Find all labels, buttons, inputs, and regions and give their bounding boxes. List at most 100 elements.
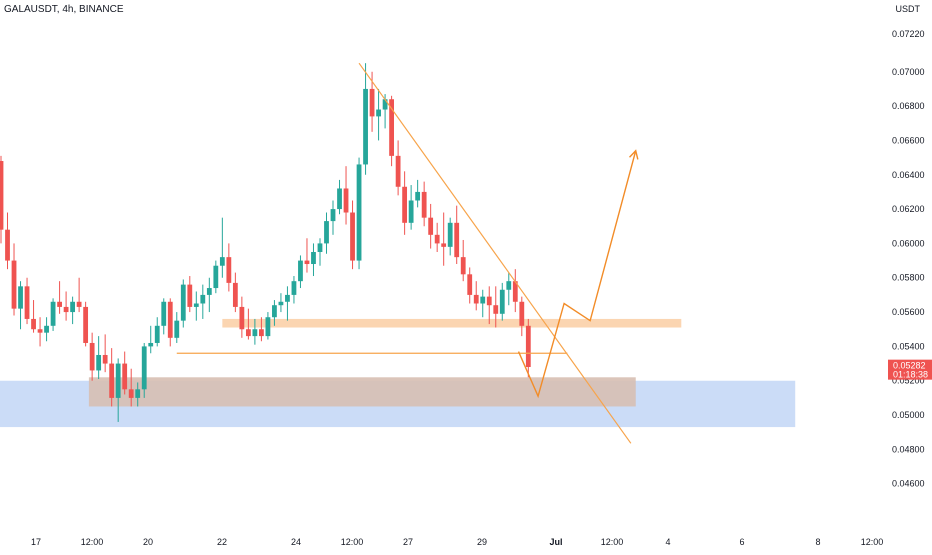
time-tick-label: 8 <box>815 537 820 547</box>
candle-up <box>480 296 486 304</box>
time-tick-label: 17 <box>31 537 41 547</box>
candle-down <box>350 212 355 261</box>
candle-down <box>512 281 518 302</box>
price-tick-label: 0.05000 <box>892 410 925 420</box>
candle-down <box>31 318 36 330</box>
candle-down <box>187 284 193 307</box>
demand-zone <box>88 377 636 407</box>
candle-up <box>298 260 303 282</box>
candle-up <box>154 325 160 343</box>
resistance-zone <box>222 318 682 328</box>
candle-up <box>285 294 290 302</box>
price-tick-label: 0.05600 <box>892 307 925 317</box>
candle-up <box>174 320 180 338</box>
candle-up <box>376 109 381 117</box>
projection-arrowhead <box>629 149 639 160</box>
time-tick-label: 6 <box>739 537 744 547</box>
candle-down <box>109 363 115 398</box>
candle-down <box>421 191 427 218</box>
time-tick-label: 22 <box>217 537 227 547</box>
candle-up <box>356 164 362 261</box>
candle-up <box>213 265 219 289</box>
time-tick-label: 12:00 <box>81 537 104 547</box>
candle-up <box>44 325 49 333</box>
candle-down <box>486 296 492 306</box>
price-tick-label: 0.05200 <box>892 376 925 386</box>
candle-down <box>167 301 173 338</box>
time-tick-label: Jul <box>549 537 562 547</box>
time-tick-label: 12:00 <box>341 537 364 547</box>
candle-up <box>115 363 121 398</box>
candle-down <box>454 222 460 258</box>
candle-down <box>525 325 531 368</box>
price-badge: 0.05282 01:18:38 <box>888 359 932 380</box>
price-tick-label: 0.07000 <box>892 67 925 77</box>
candle-up <box>311 251 316 265</box>
candle-down <box>460 257 466 275</box>
candle-down <box>24 286 30 319</box>
zones-layer <box>0 318 796 428</box>
candle-up <box>206 288 212 295</box>
price-tick-label: 0.06600 <box>892 135 925 145</box>
price-tick-label: 0.07220 <box>892 29 925 39</box>
candle-down <box>57 301 62 307</box>
candle-down <box>259 329 264 337</box>
candle-down <box>232 282 238 307</box>
candle-up <box>382 99 388 110</box>
candle-up <box>193 303 199 307</box>
symbol-title: GALAUSDT, 4h, BINANCE <box>4 4 124 15</box>
time-tick-label: 4 <box>665 537 670 547</box>
candle-up <box>499 289 505 314</box>
price-tick-label: 0.05800 <box>892 273 925 283</box>
candle-down <box>467 274 473 295</box>
candle-up <box>135 389 141 398</box>
candle-down <box>37 329 43 333</box>
price-tick-label: 0.06200 <box>892 204 925 214</box>
time-axis[interactable]: 17 12:00 20 22 24 12:00 27 29 Jul 12:00 4 6 8 12:00 <box>31 537 883 547</box>
time-tick-label: 24 <box>291 537 301 547</box>
candle-up <box>278 301 284 306</box>
candle-up <box>50 301 56 326</box>
time-tick-label: 20 <box>143 537 153 547</box>
price-tick-label: 0.06400 <box>892 170 925 180</box>
candle-down <box>245 329 251 337</box>
time-tick-label: 29 <box>477 537 487 547</box>
price-tick-label: 0.06800 <box>892 101 925 111</box>
candle-down <box>434 234 440 244</box>
projection-path <box>517 150 637 399</box>
candle-up <box>415 191 421 201</box>
price-tick-label: 0.04800 <box>892 444 925 454</box>
candle-up <box>70 301 76 313</box>
candle-up <box>96 354 102 371</box>
candle-up <box>272 305 277 318</box>
candle-up <box>337 188 342 210</box>
candle-down <box>0 161 4 230</box>
candle-up <box>18 286 23 309</box>
candle-up <box>265 317 271 337</box>
candle-up <box>324 221 329 244</box>
candle-down <box>89 342 95 371</box>
price-tick-label: 0.06000 <box>892 238 925 248</box>
candle-down <box>493 305 499 314</box>
candle-up <box>219 257 225 266</box>
candle-down <box>473 294 479 304</box>
candle-down <box>83 306 89 343</box>
candle-down <box>63 306 69 313</box>
candle-down <box>226 257 232 283</box>
candle-down <box>304 260 310 265</box>
candle-down <box>428 217 434 235</box>
candle-up <box>161 301 167 326</box>
candle-down <box>102 354 108 364</box>
candle-up <box>317 243 323 252</box>
price-badge-value: 0.05282 <box>893 361 926 371</box>
candle-down <box>402 186 408 223</box>
candle-down <box>122 363 128 390</box>
price-badge-countdown: 01:18:38 <box>893 370 928 380</box>
candle-up <box>200 294 206 304</box>
candle-up <box>180 284 186 321</box>
price-badge-background <box>888 359 932 380</box>
price-axis[interactable]: 0.07220 0.07000 0.06800 0.06600 0.06400 0.062… <box>892 29 925 489</box>
